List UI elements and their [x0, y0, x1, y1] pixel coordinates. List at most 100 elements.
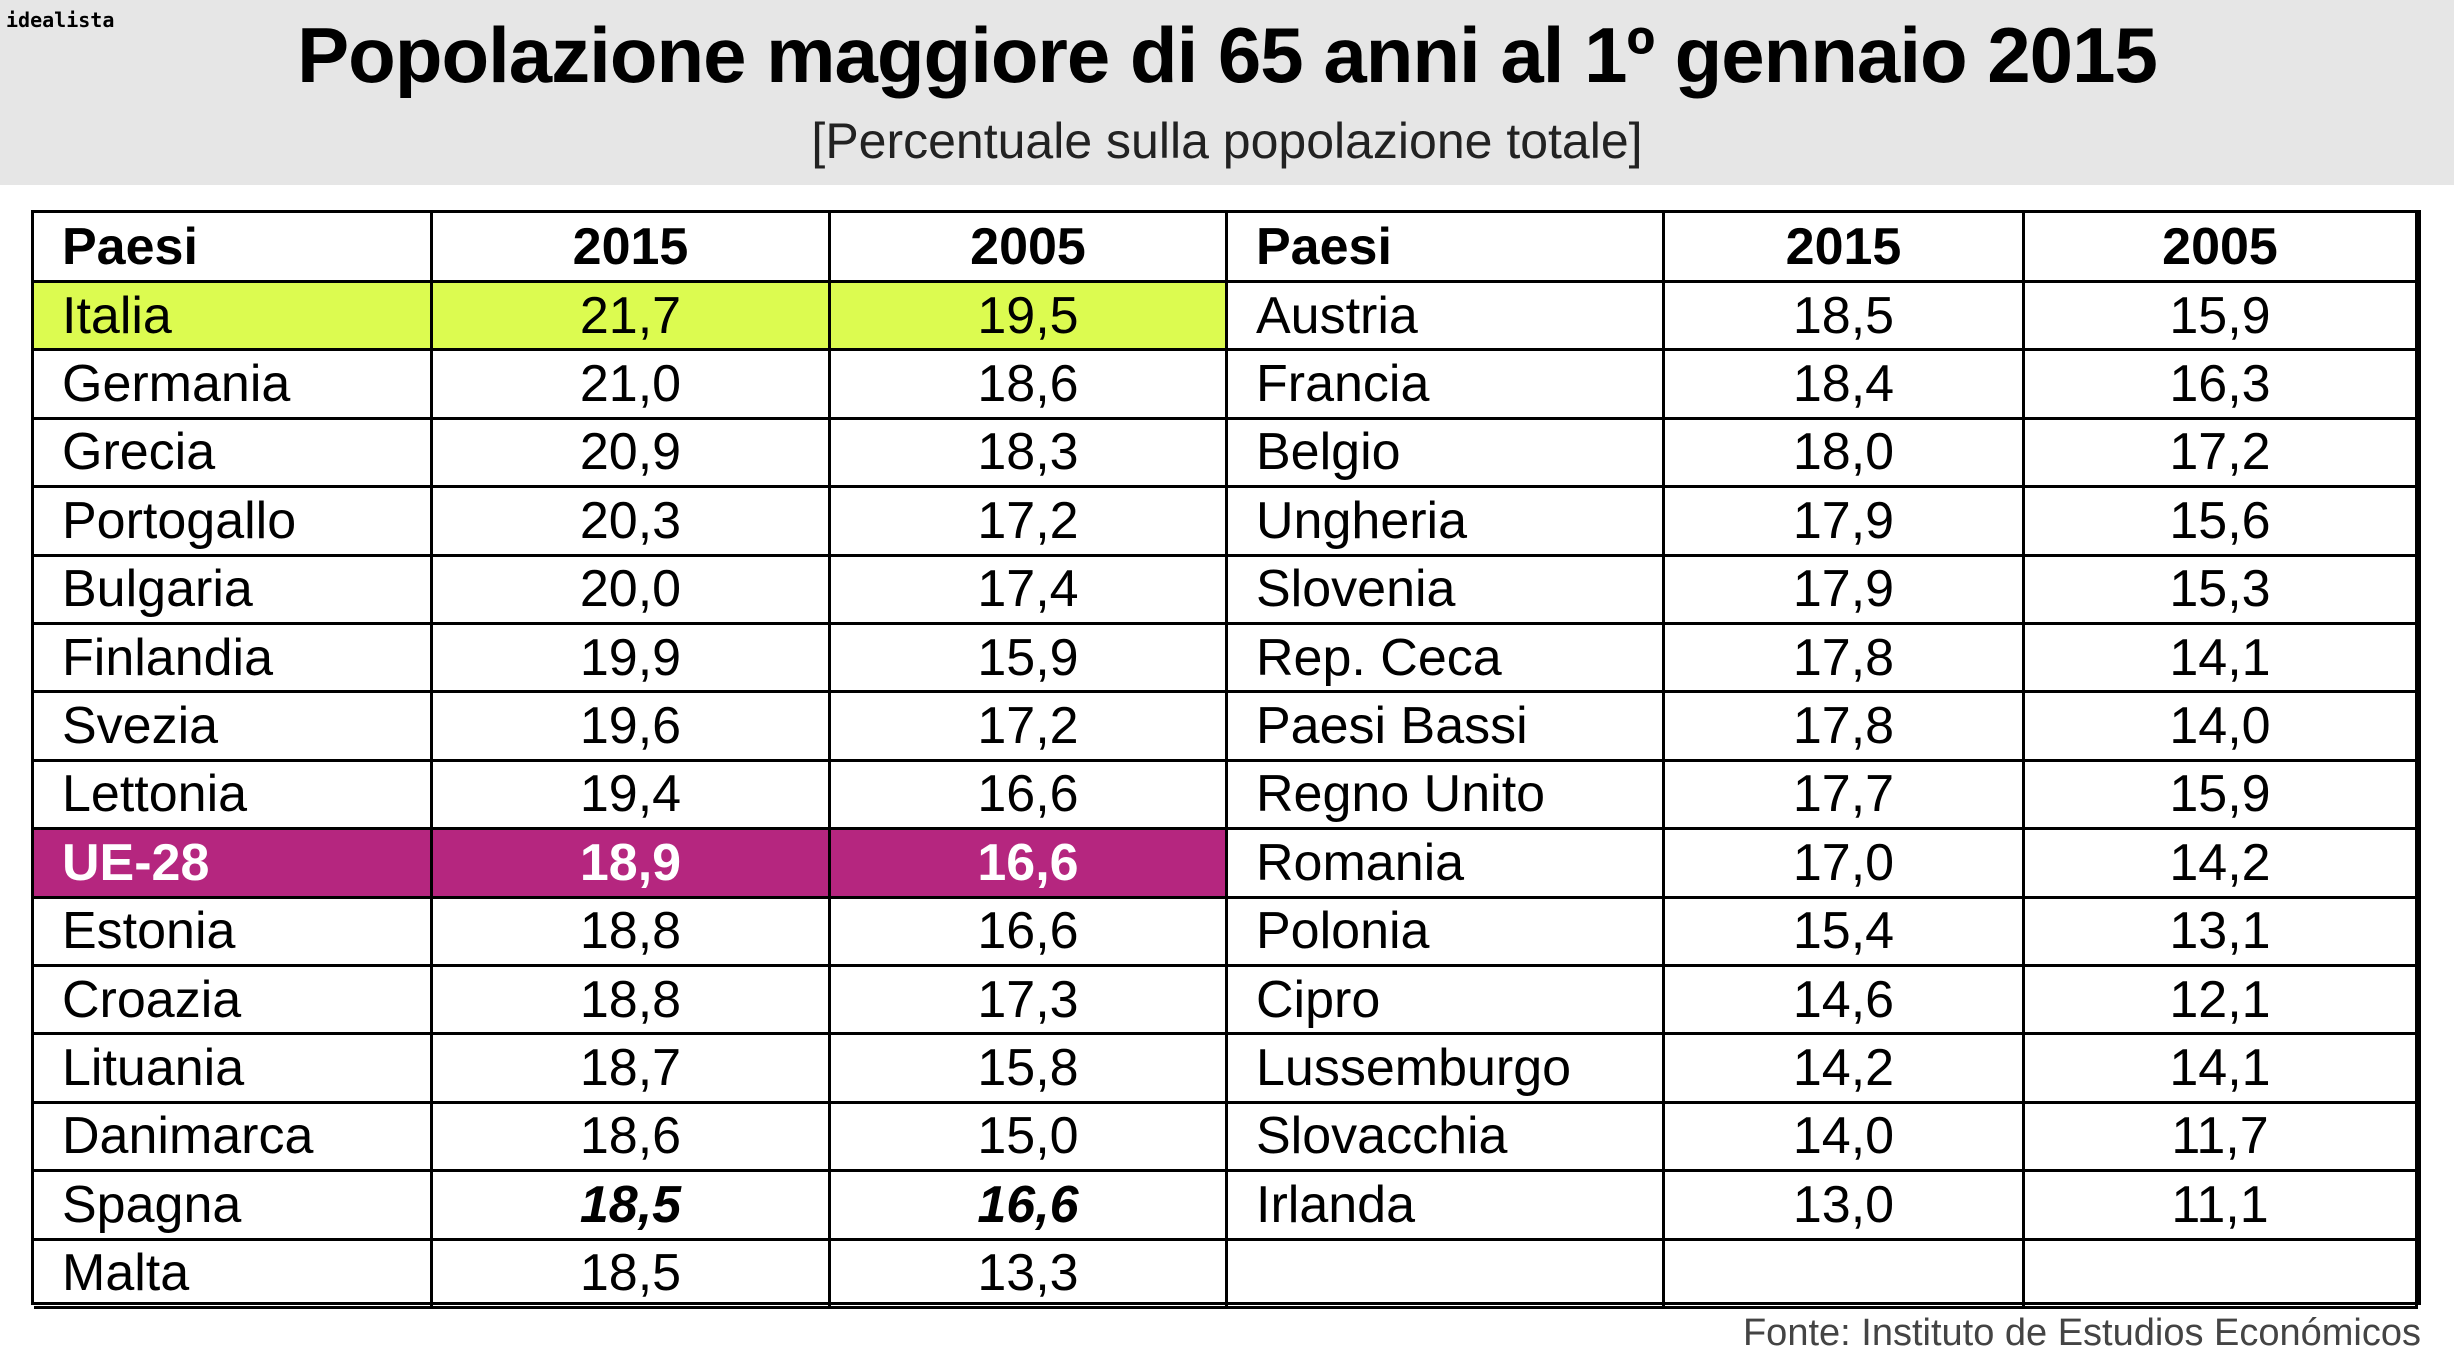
value-cell: 18,9 [433, 830, 831, 899]
country-cell: Malta [34, 1240, 433, 1309]
value-cell: 18,5 [433, 1172, 831, 1241]
country-cell: Paesi Bassi [1228, 693, 1665, 762]
country-cell: UE-28 [34, 830, 433, 899]
country-cell: Francia [1228, 351, 1665, 420]
value-cell: 15,9 [2025, 283, 2418, 352]
value-cell: 14,2 [2025, 830, 2418, 899]
value-cell: 17,2 [2025, 419, 2418, 489]
country-cell: Finlandia [34, 625, 433, 694]
value-cell: 19,4 [433, 761, 831, 831]
value-cell: 20,0 [433, 556, 831, 625]
country-cell: Svezia [34, 693, 433, 762]
value-cell: 15,8 [831, 1035, 1228, 1104]
country-cell: Portogallo [34, 488, 433, 557]
value-cell: 19,5 [831, 283, 1228, 352]
value-cell: 16,3 [2025, 351, 2418, 420]
column-header: 2015 [1665, 213, 2025, 283]
value-cell: 17,9 [1665, 488, 2025, 557]
value-cell: 18,6 [433, 1103, 831, 1173]
column-header: 2015 [433, 213, 831, 283]
country-cell: Austria [1228, 283, 1665, 352]
empty-cell [1665, 1240, 2025, 1309]
country-cell: Spagna [34, 1172, 433, 1241]
header: idealista Popolazione maggiore di 65 ann… [0, 0, 2454, 185]
value-cell: 20,3 [433, 488, 831, 557]
value-cell: 13,1 [2025, 898, 2418, 967]
value-cell: 17,9 [1665, 556, 2025, 625]
table: Paesi 2015 2005 Paesi 2015 2005 Italia 21,7 19,5… [31, 210, 2421, 1309]
country-cell: Lussemburgo [1228, 1035, 1665, 1104]
value-cell: 16,6 [831, 898, 1228, 967]
value-cell: 17,2 [831, 488, 1228, 557]
value-cell: 16,6 [831, 830, 1228, 899]
value-cell: 19,9 [433, 625, 831, 694]
country-cell: Germania [34, 351, 433, 420]
country-cell: Romania [1228, 830, 1665, 899]
subtitle: [Percentuale sulla popolazione totale] [811, 113, 1643, 169]
country-cell: Ungheria [1228, 488, 1665, 557]
value-cell: 17,8 [1665, 693, 2025, 762]
value-cell: 17,0 [1665, 830, 2025, 899]
value-cell: 11,1 [2025, 1172, 2418, 1241]
value-cell: 17,2 [831, 693, 1228, 762]
value-cell: 16,6 [831, 1172, 1228, 1241]
value-cell: 18,0 [1665, 419, 2025, 489]
country-cell: Regno Unito [1228, 761, 1665, 831]
value-cell: 18,6 [831, 351, 1228, 420]
country-cell: Cipro [1228, 967, 1665, 1036]
country-cell: Irlanda [1228, 1172, 1665, 1241]
country-cell: Italia [34, 283, 433, 352]
country-cell: Croazia [34, 967, 433, 1036]
country-cell: Grecia [34, 419, 433, 489]
country-cell: Lettonia [34, 761, 433, 831]
value-cell: 15,9 [2025, 761, 2418, 831]
value-cell: 14,2 [1665, 1035, 2025, 1104]
value-cell: 17,8 [1665, 625, 2025, 694]
value-cell: 18,3 [831, 419, 1228, 489]
value-cell: 15,0 [831, 1103, 1228, 1173]
country-cell: Bulgaria [34, 556, 433, 625]
value-cell: 17,4 [831, 556, 1228, 625]
value-cell: 14,0 [2025, 693, 2418, 762]
empty-cell [1228, 1240, 1665, 1309]
value-cell: 21,7 [433, 283, 831, 352]
value-cell: 18,5 [1665, 283, 2025, 352]
value-cell: 18,8 [433, 898, 831, 967]
value-cell: 16,6 [831, 761, 1228, 831]
country-cell: Estonia [34, 898, 433, 967]
column-header: 2005 [2025, 213, 2418, 283]
country-cell: Lituania [34, 1035, 433, 1104]
value-cell: 13,0 [1665, 1172, 2025, 1241]
country-cell: Slovacchia [1228, 1103, 1665, 1173]
column-header: 2005 [831, 213, 1228, 283]
column-header: Paesi [1228, 213, 1665, 283]
value-cell: 18,4 [1665, 351, 2025, 420]
empty-cell [2025, 1240, 2418, 1309]
value-cell: 15,4 [1665, 898, 2025, 967]
country-cell: Belgio [1228, 419, 1665, 489]
value-cell: 18,5 [433, 1240, 831, 1309]
value-cell: 21,0 [433, 351, 831, 420]
value-cell: 18,7 [433, 1035, 831, 1104]
country-cell: Rep. Ceca [1228, 625, 1665, 694]
value-cell: 14,0 [1665, 1103, 2025, 1173]
value-cell: 18,8 [433, 967, 831, 1036]
value-cell: 13,3 [831, 1240, 1228, 1309]
value-cell: 20,9 [433, 419, 831, 489]
column-header: Paesi [34, 213, 433, 283]
value-cell: 14,1 [2025, 1035, 2418, 1104]
country-cell: Polonia [1228, 898, 1665, 967]
country-cell: Slovenia [1228, 556, 1665, 625]
country-cell: Danimarca [34, 1103, 433, 1173]
value-cell: 14,6 [1665, 967, 2025, 1036]
value-cell: 15,3 [2025, 556, 2418, 625]
title: Popolazione maggiore di 65 anni al 1º ge… [297, 11, 2158, 99]
value-cell: 12,1 [2025, 967, 2418, 1036]
value-cell: 14,1 [2025, 625, 2418, 694]
value-cell: 15,6 [2025, 488, 2418, 557]
value-cell: 19,6 [433, 693, 831, 762]
value-cell: 11,7 [2025, 1103, 2418, 1173]
source: Fonte: Instituto de Estudios Económicos [1742, 1312, 2421, 1354]
brand: idealista [6, 8, 115, 32]
